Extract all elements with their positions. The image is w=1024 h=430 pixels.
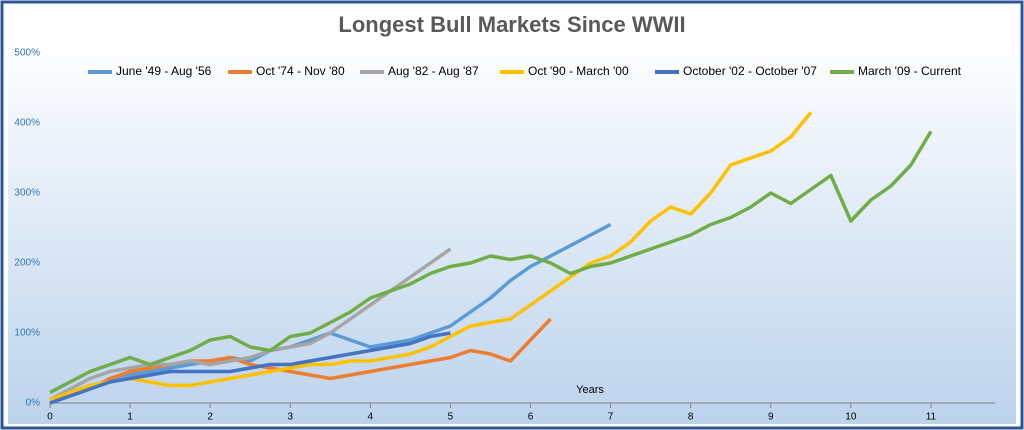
legend-label: March '09 - Current (858, 64, 962, 78)
chart-title: Longest Bull Markets Since WWII (338, 12, 685, 37)
x-tick-label: 1 (127, 412, 133, 423)
y-tick-label: 500% (14, 48, 40, 59)
x-tick-label: 4 (368, 412, 374, 423)
x-tick-label: 2 (207, 412, 213, 423)
legend-label: Oct '74 - Nov '80 (256, 64, 345, 78)
x-axis-title: Years (576, 384, 604, 396)
y-tick-label: 200% (14, 258, 40, 269)
x-tick-label: 0 (47, 412, 53, 423)
series-line (49, 331, 451, 405)
x-tick-label: 10 (845, 412, 857, 423)
legend-label: June '49 - Aug '56 (116, 64, 212, 78)
series-line (49, 111, 813, 402)
x-tick-label: 7 (608, 412, 614, 423)
series-line (49, 130, 933, 395)
series-line (49, 317, 552, 405)
x-tick-label: 3 (287, 412, 293, 423)
x-tick-label: 6 (528, 412, 534, 423)
x-tick-label: 9 (768, 412, 774, 423)
x-tick-label: 11 (926, 412, 937, 423)
legend-label: Aug '82 - Aug '87 (388, 64, 479, 78)
y-tick-label: 300% (14, 188, 40, 199)
x-tick-label: 5 (448, 412, 454, 423)
series-line (49, 247, 452, 402)
legend-label: October '02 - October '07 (683, 64, 817, 78)
y-tick-label: 400% (14, 118, 40, 129)
y-tick-label: 100% (14, 328, 40, 339)
legend-label: Oct '90 - March '00 (528, 64, 629, 78)
x-tick-label: 8 (688, 412, 694, 423)
y-tick-label: 0% (26, 398, 41, 409)
